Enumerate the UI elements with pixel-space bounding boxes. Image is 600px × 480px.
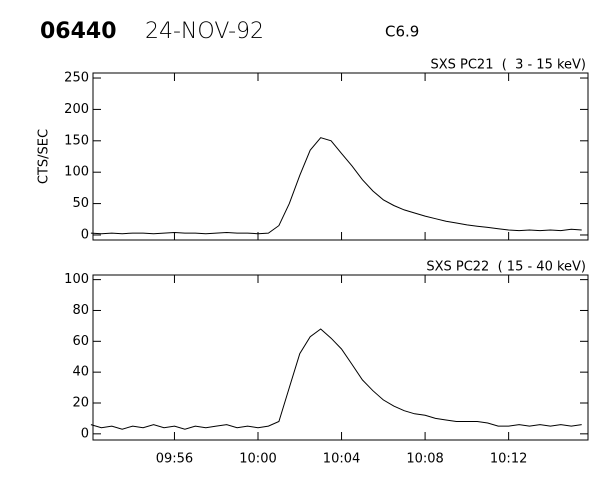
- event-id: 06440: [40, 19, 117, 44]
- x-tick-label: 10:04: [323, 452, 360, 467]
- x-tick-label: 10:08: [406, 452, 443, 467]
- x-tick-label: 09:56: [156, 452, 193, 467]
- y-tick-label: 60: [72, 334, 89, 349]
- y-tick-label: 250: [64, 71, 89, 86]
- plot-frame: [92, 72, 589, 241]
- y-tick-label: 0: [81, 426, 89, 441]
- y-tick-label: 200: [64, 102, 89, 117]
- panel-title: SXS PC22 ( 15 - 40 keV): [426, 260, 586, 275]
- data-line: [90, 328, 582, 430]
- y-tick-label: 20: [72, 395, 89, 410]
- y-tick-label: 150: [64, 133, 89, 148]
- flare-class: C6.9: [385, 23, 419, 41]
- y-tick-label: 100: [64, 165, 89, 180]
- y-tick-label: 0: [81, 227, 89, 242]
- panel-title: SXS PC21 ( 3 - 15 keV): [430, 58, 586, 73]
- x-tick-label: 10:00: [239, 452, 276, 467]
- y-tick-label: 40: [72, 365, 89, 380]
- plot-frame: [92, 274, 589, 441]
- y-axis-label: CTS/SEC: [37, 129, 52, 184]
- y-tick-label: 50: [72, 196, 89, 211]
- data-line: [90, 137, 582, 235]
- event-date: 24-NOV-92: [145, 19, 264, 44]
- y-tick-label: 80: [72, 303, 89, 318]
- x-tick-label: 10:12: [490, 452, 527, 467]
- y-tick-label: 100: [64, 272, 89, 287]
